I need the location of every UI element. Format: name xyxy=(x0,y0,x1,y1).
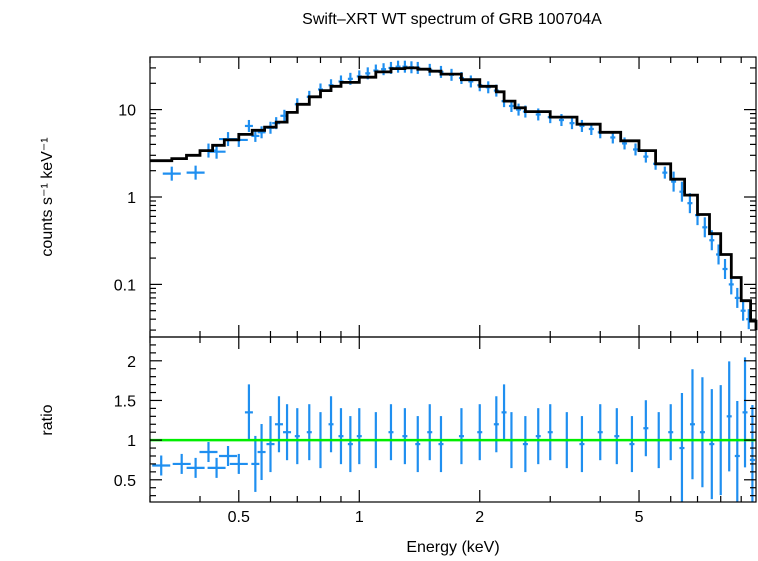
ratio-data-point xyxy=(579,416,585,473)
top-data-point xyxy=(740,300,746,321)
top-data-point xyxy=(643,150,649,163)
bottom-y-tick-label: 0.5 xyxy=(114,473,136,490)
ratio-data-point xyxy=(477,404,483,461)
ratio-data-point xyxy=(415,416,421,473)
ratio-data-point xyxy=(294,408,300,465)
top-data-point xyxy=(257,126,266,139)
ratio-data-point xyxy=(742,357,748,468)
chart-axes xyxy=(149,56,757,503)
top-y-tick-label: 0.1 xyxy=(114,277,136,294)
ratio-data-point xyxy=(668,404,674,461)
ratio-data-point xyxy=(199,442,218,463)
top-data-point xyxy=(395,60,401,73)
top-data-point xyxy=(662,166,668,179)
ratio-data-point xyxy=(734,400,740,502)
ratio-data-point xyxy=(328,396,334,453)
ratio-data-point xyxy=(402,408,408,465)
ratio-data-point xyxy=(427,404,433,461)
top-data-point xyxy=(622,137,628,150)
chart-ticks xyxy=(149,57,756,502)
x-tick-label: 0.5 xyxy=(228,509,250,526)
x-tick-label: 1 xyxy=(355,509,364,526)
top-data-point xyxy=(722,258,728,279)
ratio-data-point xyxy=(749,404,755,502)
ratio-data-point xyxy=(709,389,715,500)
top-data-point xyxy=(468,75,474,88)
top-data-point xyxy=(186,165,205,180)
ratio-data-point xyxy=(338,408,344,465)
ratio-data-point xyxy=(152,455,171,476)
top-data-point xyxy=(516,103,522,116)
bottom-y-tick-label: 1.5 xyxy=(114,393,136,410)
ratio-data-point xyxy=(283,404,292,461)
ratio-data-point xyxy=(726,361,732,472)
ratio-data-point xyxy=(244,384,253,441)
top-data-point xyxy=(671,171,677,192)
ratio-data-point xyxy=(458,408,464,465)
top-y-tick-label: 1 xyxy=(127,190,136,207)
bottom-y-tick-label: 1 xyxy=(127,433,136,450)
bottom-y-tick-label: 2 xyxy=(127,354,136,371)
chart-title: Swift–XRT WT spectrum of GRB 100704A xyxy=(302,11,602,28)
bottom-panel-y-axis-label: ratio xyxy=(39,404,56,435)
ratio-data-point xyxy=(547,404,553,461)
top-panel-model-curve xyxy=(150,66,758,331)
ratio-data-point xyxy=(274,396,283,453)
ratio-data-point xyxy=(643,400,649,457)
top-data-point xyxy=(579,119,585,132)
ratio-data-point xyxy=(257,424,266,481)
chart-tick-labels: 0.1 1 10 0.5 1 1.5 2 0.5 1 2 5 xyxy=(114,103,644,526)
ratio-data-point xyxy=(347,416,353,473)
top-data-point xyxy=(633,143,639,156)
top-panel-data-points xyxy=(162,60,752,330)
ratio-data-point xyxy=(207,457,226,478)
top-data-point xyxy=(734,287,740,308)
ratio-data-point xyxy=(535,408,541,465)
top-data-point xyxy=(381,63,387,76)
ratio-data-point xyxy=(614,408,620,465)
top-data-point xyxy=(702,217,708,238)
ratio-data-point xyxy=(438,416,444,473)
bottom-panel-data-points xyxy=(152,357,755,502)
model-step-curve xyxy=(150,66,758,331)
ratio-data-point xyxy=(388,404,394,461)
top-panel-frame xyxy=(149,56,757,338)
ratio-data-point xyxy=(679,393,685,502)
ratio-data-point xyxy=(522,416,528,473)
ratio-data-point xyxy=(356,408,362,465)
ratio-data-point xyxy=(501,384,507,441)
ratio-data-point xyxy=(266,416,275,473)
ratio-data-point xyxy=(493,396,499,453)
ratio-data-point xyxy=(219,445,238,466)
top-data-point xyxy=(162,166,181,181)
ratio-data-point xyxy=(597,404,603,461)
bottom-panel-frame xyxy=(149,336,757,503)
ratio-data-point xyxy=(629,416,635,473)
x-tick-label: 5 xyxy=(635,509,644,526)
ratio-data-point xyxy=(699,377,705,488)
x-tick-label: 2 xyxy=(475,509,484,526)
top-panel-y-axis-label: counts s⁻¹ keV⁻¹ xyxy=(39,137,56,256)
ratio-data-point xyxy=(229,453,248,474)
ratio-data-point xyxy=(172,453,191,474)
top-data-point xyxy=(569,117,575,130)
ratio-data-point xyxy=(186,457,205,478)
top-data-point xyxy=(687,193,693,214)
ratio-data-point xyxy=(306,404,312,461)
top-data-point xyxy=(251,129,260,142)
x-axis-label: Energy (keV) xyxy=(406,539,499,556)
ratio-data-point xyxy=(689,369,695,480)
ratio-data-point xyxy=(251,435,260,492)
top-data-point xyxy=(244,119,253,132)
top-y-tick-label: 10 xyxy=(118,103,136,120)
